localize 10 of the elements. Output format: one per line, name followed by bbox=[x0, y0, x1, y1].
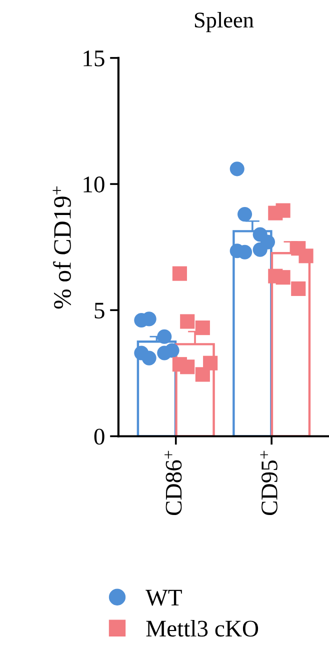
legend-label: Mettl3 cKO bbox=[146, 620, 258, 637]
y-tick-label: 15 bbox=[84, 50, 104, 66]
chart-title: Spleen bbox=[194, 12, 254, 32]
legend-label: WT bbox=[146, 590, 182, 606]
y-axis-title: % of CD19$^{+}$ bbox=[52, 186, 72, 309]
y-tick-label: 0 bbox=[94, 428, 104, 445]
y-tick-label: 10 bbox=[84, 176, 104, 192]
y-tick-label: 5 bbox=[94, 302, 104, 319]
x-tick-label: CD86$^{+}$ bbox=[164, 450, 182, 516]
x-tick-label: CD95$^{+}$ bbox=[260, 450, 278, 516]
